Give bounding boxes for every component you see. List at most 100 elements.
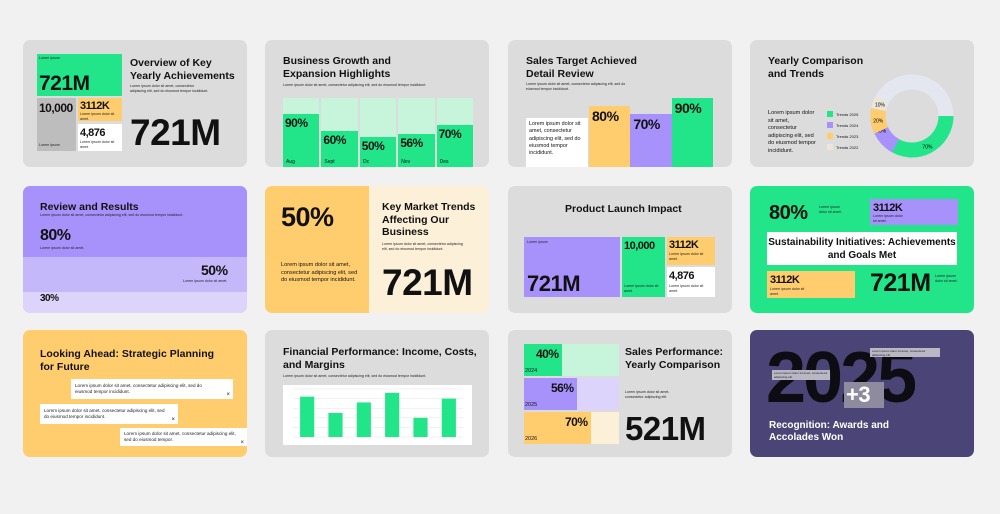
big-percent: 50% bbox=[281, 202, 334, 232]
kpi-c-value: 3112K bbox=[770, 274, 800, 286]
bar bbox=[300, 396, 315, 437]
slide-yearly-comparison[interactable]: Yearly Comparison and Trends Lorem ipsum… bbox=[750, 40, 974, 167]
slide-business-growth[interactable]: Business Growth and Expansion Highlights… bbox=[265, 40, 489, 167]
close-icon[interactable]: × bbox=[171, 417, 175, 423]
note-card[interactable]: Lorem ipsum dolor sit amet, consectetur … bbox=[120, 428, 247, 446]
note-card: Lorem ipsum dolor sit amet, consectetur … bbox=[772, 370, 830, 380]
pct-value: 80% bbox=[769, 202, 808, 224]
title-box: Sustainability Initiatives: Achievements… bbox=[767, 232, 957, 265]
row-bar bbox=[524, 378, 577, 410]
body-text: Lorem ipsum dolor sit amet, consectetur … bbox=[625, 390, 670, 399]
note-card[interactable]: Lorem ipsum dolor sit amet, consectetur … bbox=[71, 379, 233, 399]
note-card[interactable]: Lorem ipsum dolor sit amet, consectetur … bbox=[40, 404, 178, 424]
bar bbox=[328, 413, 343, 437]
slide-financial-performance[interactable]: Financial Performance: Income, Costs, an… bbox=[265, 330, 489, 457]
bar-value-label: 70% bbox=[438, 127, 462, 141]
bar bbox=[630, 114, 672, 167]
left-panel bbox=[265, 186, 369, 313]
legend-item: Trends 2025 bbox=[827, 111, 872, 117]
mid-band bbox=[23, 257, 247, 292]
kpi-main-label: Lorem ipsum bbox=[39, 56, 60, 60]
slide-desc: Lorem ipsum dolor sit amet, consectetur … bbox=[283, 83, 427, 87]
bar-category-label: Des bbox=[439, 159, 449, 165]
legend-swatch bbox=[827, 133, 833, 139]
slide-review-results[interactable]: Review and Results Lorem ipsum dolor sit… bbox=[23, 186, 247, 313]
kpi-b-box: 3112K Lorem ipsum dolor sit amet. bbox=[78, 98, 122, 121]
slide-sales-performance[interactable]: 40% 2024 56% 2025 70% 2026 Sales Performance:… bbox=[508, 330, 732, 457]
slide-title: Business Growth and Expansion Highlights bbox=[283, 55, 391, 80]
value-80-sub: Lorem ipsum dolor sit amet. bbox=[40, 246, 85, 250]
slide-product-launch[interactable]: Product Launch Impact Lorem ipsum 721M 1… bbox=[508, 186, 732, 313]
financial-bar-chart bbox=[293, 388, 463, 438]
slide-overview-achievements[interactable]: Lorem ipsum 721M 10,000 Lorem ipsum 3112… bbox=[23, 40, 247, 167]
legend-label: Trends 2022 bbox=[836, 144, 859, 150]
plus-badge bbox=[844, 382, 884, 408]
target-bar-chart: 80% 70% 90% bbox=[589, 84, 713, 167]
close-icon[interactable]: × bbox=[226, 392, 230, 398]
donut-slice-label: 70% bbox=[922, 144, 933, 150]
bar bbox=[589, 106, 631, 167]
kpi-b-value: 3112K bbox=[873, 202, 903, 214]
bar bbox=[671, 98, 713, 167]
legend-item: Trends 2024 bbox=[827, 122, 872, 128]
body-card: Lorem ipsum dolor sit amet, consectetur … bbox=[526, 118, 588, 167]
big-number: 721M bbox=[130, 112, 221, 153]
close-icon[interactable]: × bbox=[240, 440, 244, 446]
kpi-b-sub: Lorem ipsum dolor sit amet. bbox=[669, 252, 704, 261]
row-year: 2026 bbox=[525, 436, 538, 442]
legend-label: Trends 2025 bbox=[836, 111, 859, 117]
kpi-main-label: Lorem ipsum bbox=[527, 240, 548, 244]
slide-desc: Lorem ipsum dolor sit amet, consectetur … bbox=[283, 374, 427, 378]
kpi-a-label: Lorem ipsum bbox=[39, 143, 60, 148]
kpi-b-box: 3112K Lorem ipsum dolor sit amet. bbox=[870, 199, 958, 225]
legend-label: Trends 2023 bbox=[836, 133, 859, 139]
note-text: Lorem ipsum dolor sit amet, consectetur … bbox=[124, 431, 236, 443]
bar-value-label: 90% bbox=[674, 100, 702, 116]
big-number: 721M bbox=[870, 269, 931, 297]
kpi-a-value: 10,000 bbox=[39, 101, 73, 115]
slide-title: Sales Target Achieved Detail Review bbox=[526, 55, 637, 80]
slide-sales-target[interactable]: Sales Target Achieved Detail Review Lore… bbox=[508, 40, 732, 167]
bottom-band bbox=[23, 292, 247, 313]
donut-slice bbox=[871, 96, 889, 112]
kpi-c-sub: Lorem ipsum dolor sit amet. bbox=[669, 284, 704, 293]
slide-title: Yearly Comparison and Trends bbox=[768, 55, 864, 80]
legend-swatch bbox=[827, 111, 833, 117]
kpi-a-value: 10,000 bbox=[624, 240, 655, 252]
kpi-main-value: 721M bbox=[39, 72, 90, 95]
body-text: Lorem ipsum dolor sit amet, consectetur … bbox=[768, 110, 816, 154]
slide-looking-ahead[interactable]: Looking Ahead: Strategic Planning for Fu… bbox=[23, 330, 247, 457]
slide-recognition[interactable]: 2025 +3 Lorem ipsum dolor sit amet, cons… bbox=[750, 330, 974, 457]
kpi-c-box: 4,876 Lorem ipsum dolor sit amet. bbox=[78, 124, 122, 151]
bar-value-label: 70% bbox=[633, 116, 660, 132]
plus-count: +3 bbox=[846, 382, 871, 407]
top-band bbox=[23, 186, 247, 257]
bar-value-label: 50% bbox=[361, 139, 385, 153]
slide-title: Recognition: Awards and Accolades Won bbox=[769, 420, 890, 443]
bar bbox=[385, 392, 400, 437]
note-card: Lorem ipsum dolor sit amet, consectetur … bbox=[870, 348, 940, 357]
kpi-b-sub: Lorem ipsum dolor sit amet. bbox=[873, 214, 903, 223]
big-sub: Lorem ipsum dolor sit amet. bbox=[935, 274, 958, 283]
kpi-main-value: 721M bbox=[527, 271, 581, 296]
big-number: 721M bbox=[382, 262, 473, 303]
legend-swatch bbox=[827, 122, 833, 128]
kpi-a-box: 10,000 Lorem ipsum dolor sit amet. bbox=[622, 237, 665, 297]
kpi-b-value: 3112K bbox=[80, 100, 110, 112]
slide-title: Sustainability Initiatives: Achievements… bbox=[768, 237, 956, 261]
bar-value-label: 80% bbox=[592, 108, 619, 124]
slide-title: Product Launch Impact bbox=[565, 203, 682, 215]
donut-slice bbox=[887, 115, 954, 158]
slide-market-trends[interactable]: 50% Lorem ipsum dolor sit amet, consecte… bbox=[265, 186, 489, 313]
bar-value-label: 56% bbox=[400, 136, 423, 150]
slide-title: Sales Performance: Yearly Comparison bbox=[625, 346, 724, 371]
slide-sustainability[interactable]: 80% Lorem ipsum dolor sit amet. 3112K Lo… bbox=[750, 186, 974, 313]
row-year: 2024 bbox=[525, 368, 538, 374]
donut-slice-label: 40% bbox=[876, 128, 887, 134]
bar-value-label: 60% bbox=[323, 133, 346, 147]
slide-title: Key Market Trends Affecting Our Business bbox=[382, 201, 476, 239]
legend-item: Trends 2023 bbox=[827, 133, 872, 139]
kpi-b-sub: Lorem ipsum dolor sit amet. bbox=[80, 112, 115, 121]
kpi-main-box: Lorem ipsum 721M bbox=[524, 237, 620, 297]
body-text: Lorem ipsum dolor sit amet, consectetur … bbox=[529, 121, 581, 157]
